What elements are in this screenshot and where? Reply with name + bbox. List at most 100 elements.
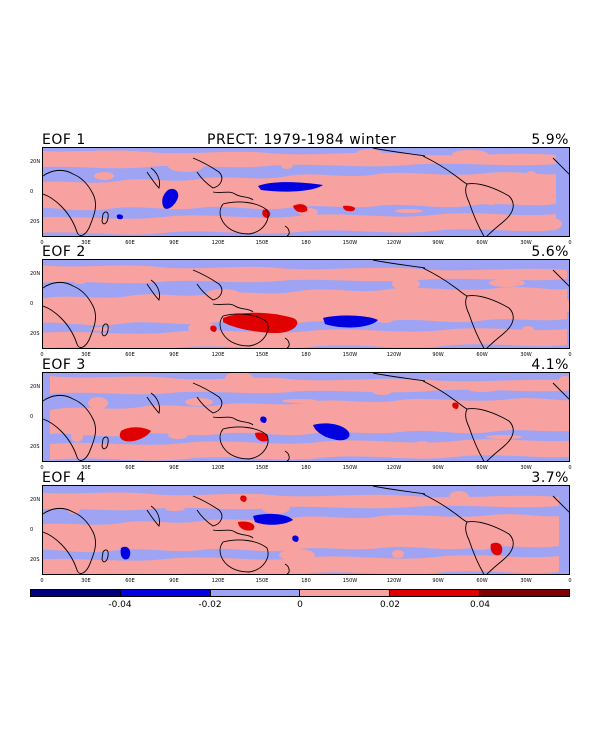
eof-4-map (42, 485, 570, 575)
maritime-continent-coast (212, 416, 254, 426)
positive-weak-patch (125, 527, 145, 539)
australia-coast (219, 539, 269, 573)
positive-weak-patch (559, 376, 569, 384)
positive-weak-region (43, 265, 567, 284)
lon-tick-label: 30W (520, 240, 532, 246)
lon-tick-label: 0 (568, 578, 572, 584)
map-canvas (43, 486, 569, 574)
positive-weak-patch (449, 305, 485, 309)
india-coast (146, 167, 160, 189)
lat-tick-label: 0 (30, 414, 34, 420)
positive-weak-patch (506, 518, 534, 522)
madagascar-coast (101, 323, 109, 337)
india-coast (146, 505, 160, 527)
positive-anomaly (343, 205, 356, 212)
positive-anomaly (119, 427, 151, 442)
lon-tick-label: 30E (81, 465, 91, 471)
positive-weak-patch (542, 218, 562, 230)
new-zealand-coast (284, 225, 290, 236)
positive-weak-patch (165, 507, 185, 511)
colorbar-label: 0.04 (469, 600, 491, 610)
lon-tick-label: 150E (255, 465, 269, 471)
north-america-coast (372, 148, 426, 157)
positive-weak-patch (412, 441, 432, 453)
positive-weak-patch (205, 289, 241, 301)
lon-tick-label: 30W (520, 465, 532, 471)
positive-weak-patch (108, 560, 120, 572)
positive-weak-patch (43, 539, 71, 547)
colorbar-bin-neg-strong (31, 590, 121, 596)
india-coast (146, 392, 160, 414)
positive-weak-patch (412, 176, 448, 180)
positive-weak-patch (88, 397, 108, 409)
positive-anomaly (210, 325, 217, 332)
positive-weak-patch (188, 322, 216, 334)
north-america-coast (372, 373, 426, 382)
lon-tick-label: 150W (342, 240, 358, 246)
positive-weak-region (43, 287, 567, 326)
lon-tick-label: 0 (40, 578, 44, 584)
north-america-coast (372, 486, 426, 495)
lon-tick-label: 30W (520, 352, 532, 358)
lon-tick-label: 60W (476, 465, 488, 471)
colorbar-label: -0.04 (108, 600, 132, 610)
negative-anomaly (253, 513, 293, 525)
colorbar-bin-neg-mid (120, 590, 211, 596)
new-zealand-coast (284, 450, 290, 461)
positive-weak-patch (225, 373, 253, 384)
lon-tick-label: 120E (211, 352, 225, 358)
lat-tick-label: 0 (30, 189, 34, 195)
colorbar-label: 0.02 (379, 600, 401, 610)
maritime-continent-coast (212, 303, 254, 313)
lon-tick-label: 0 (568, 240, 572, 246)
positive-weak-patch (168, 160, 204, 172)
positive-weak-patch (338, 182, 358, 194)
positive-weak-patch (392, 278, 420, 290)
lon-tick-label: 30E (81, 352, 91, 358)
positive-weak-patch (318, 290, 330, 298)
positive-weak-patch (449, 491, 469, 503)
eof-1-map (42, 147, 570, 237)
lon-tick-label: 60W (476, 352, 488, 358)
positive-weak-patch (282, 399, 318, 403)
west-africa-coast (552, 495, 569, 513)
positive-weak-region (43, 555, 559, 574)
south-america-coast (465, 183, 514, 236)
positive-weak-patch (466, 538, 494, 550)
lon-tick-label: 150E (255, 240, 269, 246)
lon-tick-label: 60E (125, 352, 135, 358)
lat-tick-label: 20N (30, 271, 41, 277)
lon-tick-label: 30E (81, 240, 91, 246)
eof-3-map (42, 372, 570, 462)
new-zealand-coast (284, 337, 290, 348)
madagascar-coast (101, 211, 109, 225)
positive-anomaly (490, 542, 503, 556)
positive-anomaly (293, 204, 308, 213)
positive-weak-patch (525, 171, 537, 183)
positive-weak-region (43, 492, 559, 511)
lon-tick-label: 180 (301, 465, 311, 471)
panel-4-percent: 3.7% (531, 470, 569, 486)
lon-tick-label: 60E (125, 465, 135, 471)
colorbar-bin-pos-weak (300, 590, 391, 596)
negative-anomaly (323, 315, 378, 328)
west-africa-coast (552, 382, 569, 400)
lat-tick-label: 20S (30, 331, 40, 337)
colorbar-bin-pos-mid (390, 590, 481, 596)
positive-weak-patch (355, 149, 383, 161)
lon-tick-label: 150W (342, 578, 358, 584)
positive-weak-patch (43, 151, 49, 155)
positive-weak-patch (148, 540, 160, 544)
positive-weak-patch (355, 420, 367, 428)
lon-tick-label: 0 (568, 352, 572, 358)
lon-tick-label: 150E (255, 578, 269, 584)
positive-weak-patch (562, 300, 569, 312)
madagascar-coast (101, 436, 109, 450)
map-canvas (43, 148, 569, 236)
positive-weak-patch (452, 150, 488, 158)
colorbar (30, 589, 570, 597)
positive-weak-patch (486, 435, 522, 439)
central-america-coast (422, 380, 468, 410)
lat-tick-label: 0 (30, 301, 34, 307)
eof-2-map (42, 259, 570, 349)
